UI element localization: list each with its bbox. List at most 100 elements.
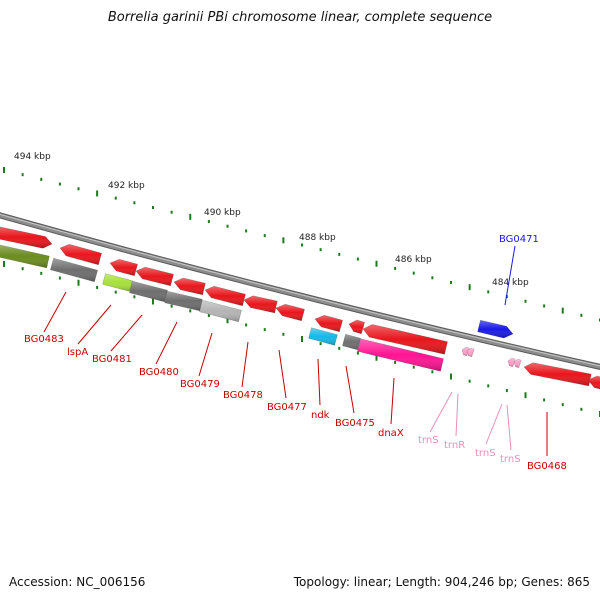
gene-label: BG0480: [139, 367, 179, 378]
inner-tick: [431, 370, 434, 374]
inner-tick: [189, 309, 192, 313]
label-leader-line: [198, 332, 213, 377]
gene-arrow: [587, 375, 600, 390]
scale-labels: 494 kbp 492 kbp 490 kbp 488 kbp 486 kbp 484 k…: [14, 152, 529, 288]
label-leaders: [43, 245, 548, 456]
gene-arrow: [243, 295, 278, 314]
label-leader-line: [241, 341, 249, 388]
scale-tick: [301, 243, 303, 247]
scale-tick: [450, 281, 452, 284]
trna-arrow: [507, 357, 516, 368]
scale-tick: [338, 252, 341, 256]
gene-arrow: [0, 226, 53, 249]
gene-label: BG0478: [223, 390, 263, 401]
gene-label: BG0475: [335, 418, 375, 429]
scale-tick: [152, 206, 154, 209]
backbone-line: [0, 213, 600, 369]
scale-tick: [394, 266, 397, 270]
scale-tick: [58, 182, 61, 186]
inner-tick: [96, 285, 99, 289]
scale-tick: [96, 190, 99, 197]
inner-tick: [580, 407, 583, 411]
label-leader-line: [77, 304, 112, 345]
gene-arrow: [173, 277, 206, 296]
scale-label: 484 kbp: [492, 278, 529, 288]
label-leader-line: [506, 404, 512, 451]
tick-marks: [3, 167, 600, 417]
gene-label: BG0483: [24, 334, 64, 345]
gene-arrow: [342, 333, 361, 351]
inner-tick: [40, 271, 43, 275]
scale-tick: [524, 299, 527, 303]
scale-label: 488 kbp: [299, 233, 336, 243]
gene-label: BG0479: [180, 379, 220, 390]
gene-label: trnS: [475, 448, 496, 459]
map-title: Borrelia garinii PBi chromosome linear, …: [107, 10, 493, 25]
inner-tick: [301, 336, 303, 342]
label-leader-line: [485, 403, 503, 445]
backbone-highlight: [0, 213, 600, 367]
inner-tick: [77, 279, 80, 286]
scale-label: 492 kbp: [108, 181, 145, 191]
topology-summary: Topology: linear; Length: 904,246 bp; Ge…: [293, 575, 590, 589]
scale-label: 494 kbp: [14, 152, 51, 162]
gene-arrow: [348, 319, 365, 335]
scale-tick: [40, 177, 43, 181]
gene-label: ndk: [311, 410, 330, 421]
inner-tick: [356, 351, 359, 355]
gene-label: trnR: [444, 440, 465, 451]
inner-tick: [468, 379, 471, 383]
scale-tick: [3, 167, 5, 173]
inner-tick: [263, 328, 266, 332]
scale-tick: [189, 213, 192, 220]
gene-label: BG0477: [267, 402, 307, 413]
gene-features: [0, 226, 600, 390]
gene-arrow: [59, 243, 102, 266]
gene-arrow: [314, 314, 343, 333]
trna-arrow: [513, 358, 522, 369]
gene-arrow: [129, 280, 168, 303]
scale-tick: [114, 196, 117, 200]
label-leader-line: [155, 321, 178, 365]
scale-label: 486 kbp: [395, 255, 432, 265]
inner-tick: [133, 295, 136, 299]
gene-label: BG0481: [92, 354, 132, 365]
gene-arrow: [0, 244, 50, 269]
inner-tick: [505, 389, 508, 393]
inner-tick: [394, 360, 397, 364]
inner-tick: [226, 317, 229, 324]
scale-tick: [319, 248, 322, 252]
inner-tick: [21, 267, 24, 271]
label-leader-line: [110, 314, 143, 352]
trna-arrow: [466, 347, 475, 358]
inner-tick: [338, 346, 341, 350]
scale-tick: [468, 284, 471, 291]
scale-tick: [245, 229, 248, 233]
scale-tick: [561, 307, 564, 314]
inner-tick: [282, 332, 285, 336]
accession-text: Accession: NC_006156: [9, 575, 146, 589]
scale-tick: [487, 290, 490, 294]
scale-tick: [133, 201, 136, 205]
label-leader-line: [504, 245, 516, 306]
gene-arrow: [275, 303, 305, 322]
inner-tick: [543, 398, 546, 402]
scale-tick: [170, 210, 173, 214]
label-leader-line: [455, 393, 459, 437]
scale-tick: [412, 271, 415, 275]
label-leader-line: [43, 291, 67, 333]
chromosome-backbone: [0, 212, 600, 370]
gene-arrow: [109, 258, 138, 277]
gene-arrow: [523, 362, 592, 387]
scale-tick: [356, 257, 359, 261]
inner-tick: [319, 342, 322, 346]
gene-label: BG0471: [499, 234, 539, 245]
label-leader-line: [429, 391, 453, 433]
inner-tick: [375, 354, 378, 361]
inner-tick: [58, 276, 61, 280]
inner-tick: [412, 365, 415, 369]
label-leader-line: [317, 358, 321, 406]
